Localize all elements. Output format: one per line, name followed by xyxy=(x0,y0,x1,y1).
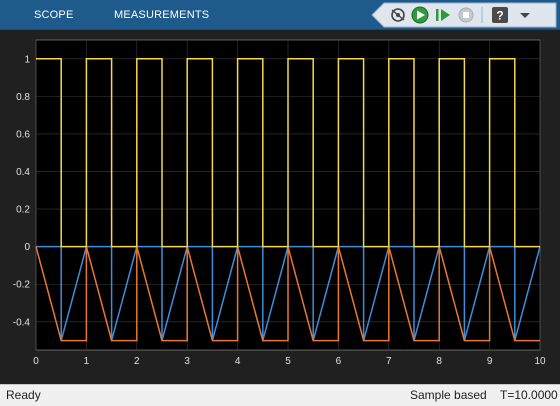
y-tick-labels: 1 0.8 0.6 0.4 0.2 0 -0.2 -0.4 xyxy=(13,54,31,328)
stop-icon[interactable] xyxy=(458,7,474,23)
x-tick-label: 7 xyxy=(386,356,392,367)
quick-access-toolbar: ? xyxy=(370,2,560,28)
help-icon[interactable]: ? xyxy=(492,7,508,23)
status-sim-time: T=10.0000 xyxy=(500,388,558,402)
x-tick-labels: 0 1 2 3 4 5 6 7 8 9 10 xyxy=(33,356,546,367)
stepback-icon[interactable] xyxy=(391,8,405,22)
x-tick-label: 6 xyxy=(336,356,342,367)
y-tick-label: 0 xyxy=(24,242,30,253)
y-tick-label: 0.8 xyxy=(16,92,30,103)
scope-display[interactable]: 0 1 2 3 4 5 6 7 8 9 10 1 0.8 0.6 0.4 0.2 0 -0.2 -0.4 xyxy=(0,30,560,384)
x-tick-label: 3 xyxy=(184,356,190,367)
series-line-2 xyxy=(35,246,540,342)
dropdown-icon[interactable] xyxy=(520,13,530,18)
tab-measurements[interactable]: MEASUREMENTS xyxy=(114,9,210,21)
x-tick-label: 9 xyxy=(487,356,493,367)
series xyxy=(35,58,541,342)
x-tick-label: 10 xyxy=(534,356,546,367)
x-tick-label: 8 xyxy=(436,356,442,367)
run-icon[interactable] xyxy=(411,6,429,24)
x-tick-label: 4 xyxy=(235,356,241,367)
y-tick-label: 0.4 xyxy=(16,167,30,178)
x-tick-label: 5 xyxy=(285,356,291,367)
y-tick-label: -0.4 xyxy=(13,317,31,328)
status-sample-mode: Sample based xyxy=(410,388,487,402)
y-tick-label: 0.2 xyxy=(16,205,30,216)
x-tick-label: 1 xyxy=(84,356,90,367)
status-ready: Ready xyxy=(6,388,41,402)
y-tick-label: 1 xyxy=(24,54,30,65)
y-tick-label: 0.6 xyxy=(16,129,30,140)
x-tick-label: 2 xyxy=(134,356,140,367)
status-bar: Ready Sample based T=10.0000 xyxy=(0,384,560,406)
svg-text:?: ? xyxy=(496,9,503,23)
scope-plot: 0 1 2 3 4 5 6 7 8 9 10 1 0.8 0.6 0.4 0.2 0 -0.2 -0.4 xyxy=(13,39,546,367)
tab-scope[interactable]: SCOPE xyxy=(34,9,74,21)
y-tick-label: -0.2 xyxy=(13,280,31,291)
toolstrip: SCOPE MEASUREMENTS xyxy=(0,0,560,30)
step-forward-icon[interactable] xyxy=(436,9,450,21)
series-line-0 xyxy=(36,58,540,248)
x-tick-label: 0 xyxy=(33,356,39,367)
